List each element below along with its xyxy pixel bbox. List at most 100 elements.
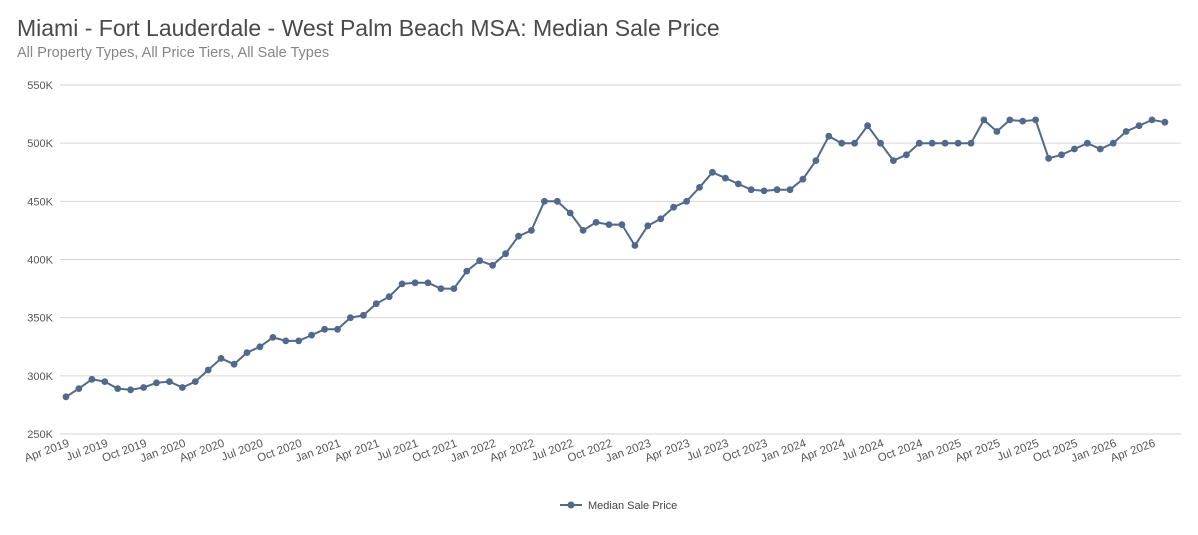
data-point (424, 279, 432, 287)
data-point (1019, 117, 1027, 125)
data-point (605, 221, 613, 229)
x-tick-label: Apr 2022 (488, 438, 536, 465)
data-point (579, 227, 587, 234)
series-line (65, 118, 1166, 398)
data-point (657, 215, 665, 223)
chart-subtitle: All Property Types, All Price Tiers, All… (17, 45, 330, 61)
data-point (101, 378, 109, 385)
data-point (321, 325, 328, 333)
data-point (915, 139, 923, 147)
data-point (696, 184, 703, 191)
data-point (243, 349, 251, 356)
data-point (295, 337, 303, 345)
x-tick-label: Apr 2021 (333, 438, 381, 465)
series-median-sale-price (62, 116, 1169, 401)
data-point (127, 386, 134, 394)
data-point (709, 168, 716, 176)
gridlines (60, 84, 1181, 435)
data-point (217, 355, 225, 362)
data-point (851, 139, 858, 147)
data-point (941, 139, 949, 147)
data-point (980, 116, 988, 124)
x-tick-label: Apr 2024 (799, 437, 848, 464)
data-point (282, 337, 290, 345)
data-point (877, 139, 884, 147)
data-point (838, 139, 846, 147)
data-point (502, 250, 509, 258)
data-point (644, 222, 652, 230)
data-point (411, 279, 419, 287)
data-point (592, 218, 600, 226)
x-tick-label: Apr 2023 (644, 438, 692, 465)
data-point (890, 157, 897, 165)
data-point (825, 132, 833, 140)
data-point (140, 384, 148, 391)
data-point (153, 379, 160, 387)
data-point (347, 314, 354, 322)
x-tick-label: Apr 2025 (954, 438, 1002, 465)
legend: Median Sale Price (560, 500, 677, 512)
data-point (372, 300, 380, 308)
data-point (799, 175, 807, 183)
data-point (760, 187, 768, 195)
data-point (773, 186, 781, 194)
data-point (88, 375, 96, 383)
data-point (954, 139, 962, 147)
data-point (812, 157, 820, 165)
data-point (747, 186, 755, 194)
data-point (385, 293, 393, 301)
y-tick-label: 250K (27, 429, 53, 441)
data-point (553, 197, 561, 205)
data-point (1032, 116, 1039, 124)
data-point (463, 267, 471, 275)
data-point (566, 209, 574, 217)
data-point (179, 384, 186, 391)
y-tick-label: 300K (27, 371, 53, 383)
x-tick-label: Apr 2026 (1109, 438, 1157, 465)
data-point (528, 227, 535, 234)
y-tick-label: 450K (27, 196, 53, 208)
data-point (308, 331, 315, 339)
data-point (734, 180, 742, 188)
data-point (1071, 145, 1078, 153)
data-point (269, 334, 277, 341)
data-point (618, 221, 626, 229)
data-point (114, 385, 122, 392)
legend-label-median-sale-price: Median Sale Price (588, 500, 677, 512)
data-point (631, 242, 639, 249)
data-point (1148, 116, 1156, 124)
data-point (1135, 122, 1143, 130)
data-point (166, 378, 173, 385)
x-tick-label: Apr 2020 (178, 438, 226, 465)
data-point (1084, 139, 1091, 147)
data-point (993, 128, 1001, 135)
y-tick-label: 350K (27, 313, 53, 325)
data-point (1109, 139, 1117, 147)
legend-swatch-marker (567, 501, 575, 509)
data-point (204, 366, 212, 374)
data-point (683, 197, 690, 205)
data-point (450, 285, 458, 292)
data-point (1122, 128, 1130, 135)
y-tick-label: 500K (27, 138, 53, 150)
data-point (62, 393, 70, 401)
data-point (722, 174, 729, 182)
data-point (903, 151, 910, 159)
y-axis-tick-labels: 250K 300K 350K 400K 450K 500K 550K (27, 80, 53, 441)
data-point (515, 232, 522, 240)
data-point (864, 122, 871, 130)
data-point (1045, 154, 1052, 162)
data-point (191, 378, 199, 385)
data-point (786, 186, 794, 194)
data-point (334, 325, 341, 333)
data-point (1006, 116, 1014, 124)
data-point (437, 285, 445, 292)
data-point (256, 343, 264, 351)
data-point (476, 257, 484, 265)
data-point (360, 311, 367, 319)
data-point (398, 280, 406, 288)
y-tick-label: 550K (27, 80, 53, 92)
data-point (489, 261, 496, 269)
